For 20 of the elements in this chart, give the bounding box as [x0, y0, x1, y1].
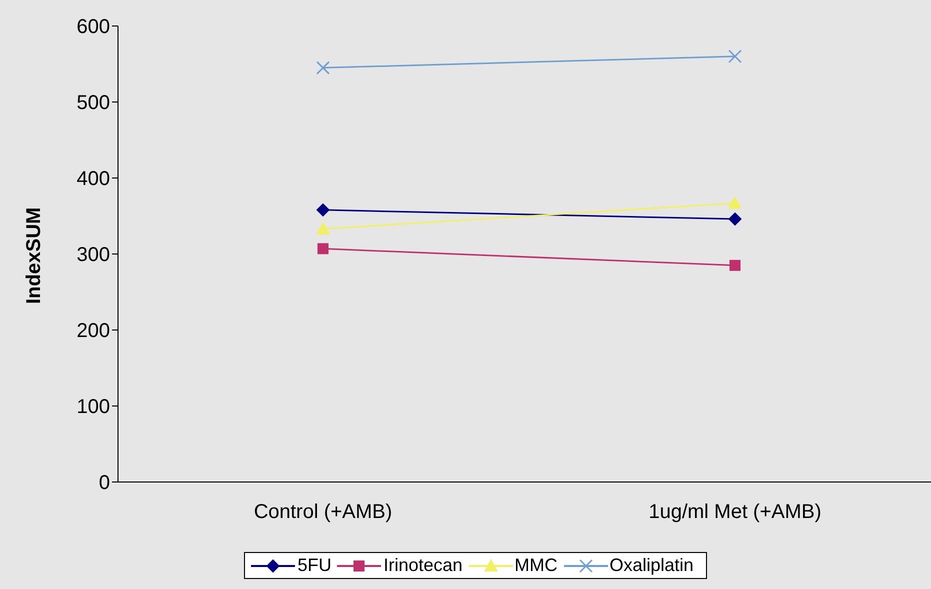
point	[316, 61, 330, 75]
y-tick-label: 400	[76, 168, 110, 190]
point	[316, 203, 330, 216]
legend-label: MMC	[514, 555, 558, 576]
y-tick-label: 100	[76, 396, 110, 418]
legend-label: Irinotecan	[383, 555, 463, 576]
x-tick-label: Control (+AMB)	[254, 501, 392, 524]
y-tick-label: 500	[76, 92, 110, 114]
legend-label: 5FU	[297, 555, 332, 576]
y-tick-label: 0	[98, 472, 110, 494]
legend-label: Oxaliplatin	[610, 555, 694, 576]
point	[730, 260, 740, 271]
point	[728, 212, 742, 226]
x-tick-label: 1ug/ml Met (+AMB)	[648, 501, 822, 524]
y-tick-label: 600	[76, 16, 110, 38]
y-tick-label: 200	[76, 320, 110, 342]
point	[728, 50, 742, 64]
y-axis-title: IndexSUM	[23, 207, 46, 304]
point	[318, 243, 328, 254]
y-tick-label: 300	[76, 244, 110, 266]
